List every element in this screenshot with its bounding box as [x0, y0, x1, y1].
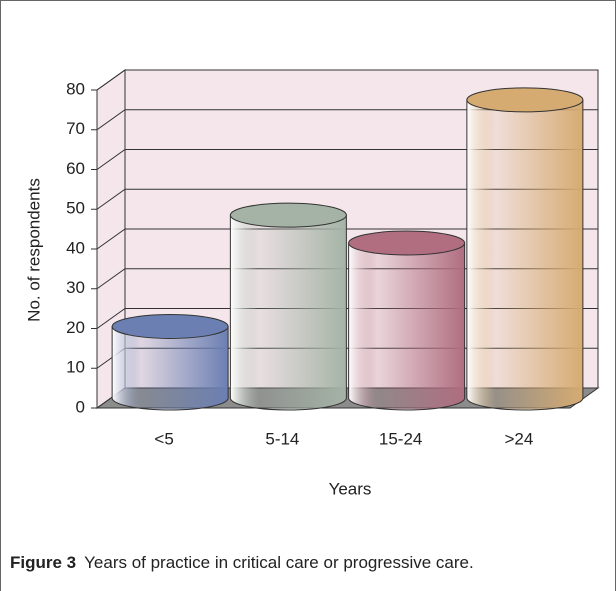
bar-body: [229, 214, 347, 411]
grid-line: [96, 188, 598, 210]
y-tick-label: 0: [76, 397, 85, 416]
x-axis-label: Years: [329, 479, 372, 498]
y-tick-label: 40: [66, 238, 85, 257]
bar: [229, 202, 347, 411]
grid-line: [96, 228, 598, 250]
bar: [348, 230, 466, 411]
caption-text: Years of practice in critical care or pr…: [84, 553, 474, 572]
x-tick-label: >24: [504, 429, 533, 448]
y-tick-label: 80: [66, 79, 85, 98]
bar-top: [348, 230, 466, 256]
y-tick-label: 70: [66, 119, 85, 138]
y-tick-label: 20: [66, 318, 85, 337]
x-tick-label: 5-14: [265, 429, 299, 448]
grid-line: [96, 149, 598, 170]
bar: [466, 87, 584, 411]
caption: Figure 3 Years of practice in critical ca…: [10, 553, 474, 572]
y-tick-label: 60: [66, 159, 85, 178]
bar-body: [348, 242, 466, 411]
y-tick-label: 30: [66, 278, 85, 297]
bar-body: [111, 325, 229, 411]
grid-line: [96, 69, 598, 91]
y-axis-label: No. of respondents: [24, 178, 43, 322]
bar-top: [111, 313, 229, 339]
bar: [111, 313, 229, 411]
grid-line: [96, 109, 598, 131]
bar-top: [229, 202, 347, 228]
y-tick-label: 10: [66, 358, 85, 377]
bar-body: [466, 99, 584, 411]
bar-top: [466, 87, 584, 113]
y-tick-label: 50: [66, 199, 85, 218]
caption-label: Figure 3: [10, 553, 76, 572]
x-tick-label: <5: [154, 429, 173, 448]
x-tick-label: 15-24: [379, 429, 422, 448]
